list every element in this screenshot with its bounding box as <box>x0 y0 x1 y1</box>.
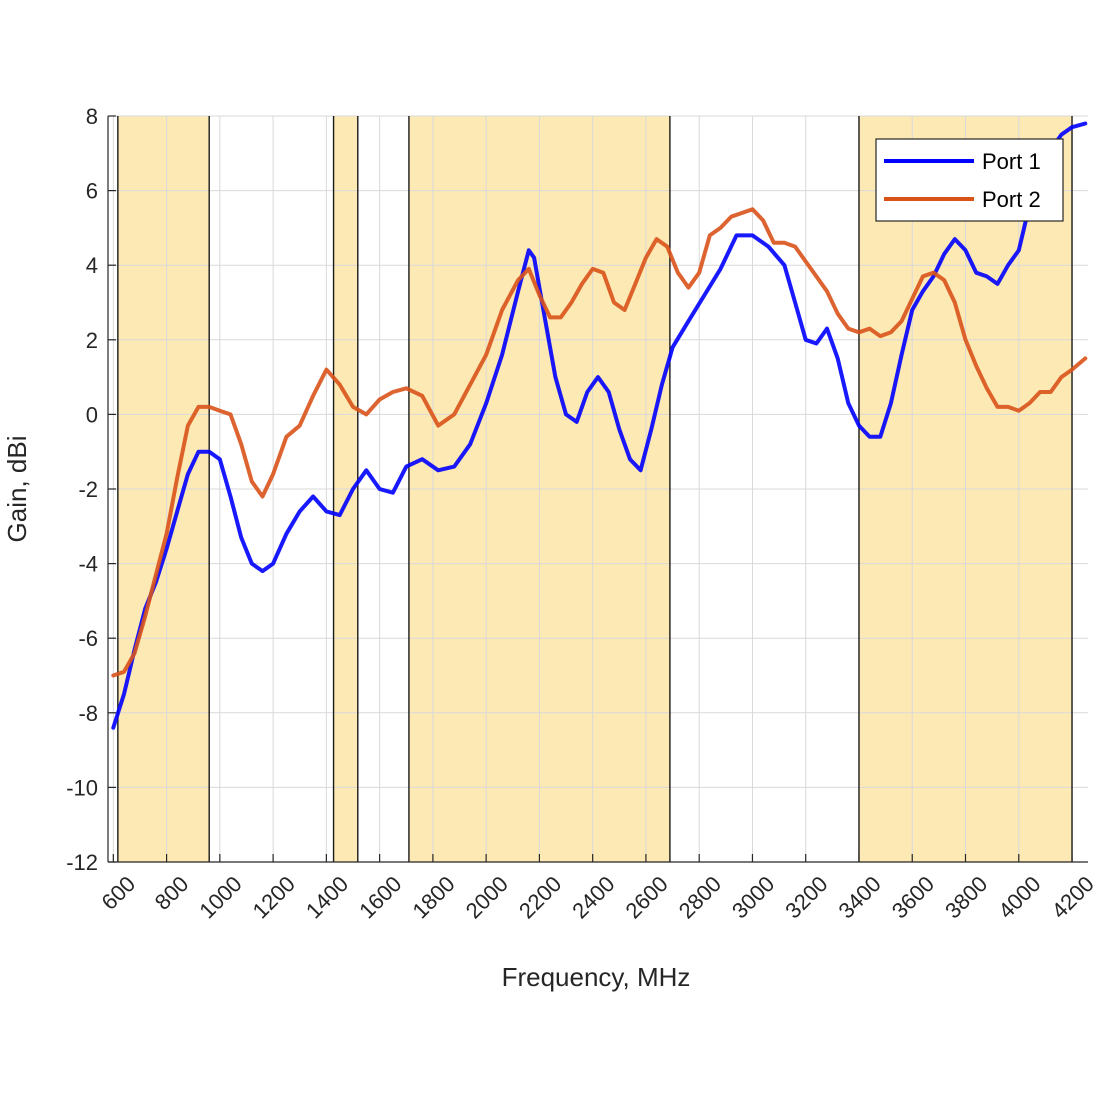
x-axis-label: Frequency, MHz <box>502 962 691 992</box>
series-line-port-2 <box>111 207 1088 678</box>
y-tick-label: 2 <box>86 328 98 353</box>
y-tick-label: 0 <box>86 402 98 427</box>
axes <box>107 115 1088 863</box>
y-tick-label: -2 <box>78 477 98 502</box>
legend-label: Port 1 <box>982 149 1041 174</box>
y-tick-label: 8 <box>86 104 98 129</box>
y-tick-label: -8 <box>78 701 98 726</box>
band-edge-lines <box>117 116 1073 862</box>
legend-label: Port 2 <box>982 187 1041 212</box>
data-series <box>111 121 1088 730</box>
y-axis-label: Gain, dBi <box>2 436 32 543</box>
y-tick-label: -10 <box>66 775 98 800</box>
series-line-port-1 <box>111 121 1088 730</box>
y-tick-label: -6 <box>78 626 98 651</box>
legend-box <box>875 138 1064 222</box>
legend: Port 1 Port 2 <box>875 138 1064 222</box>
y-tick-label: -12 <box>66 850 98 875</box>
y-tick-label: -4 <box>78 552 98 577</box>
y-tick-label: 6 <box>86 179 98 204</box>
y-tick-labels: -12 -10 -8 -6 -4 -2 0 2 4 6 8 <box>66 104 98 875</box>
y-tick-label: 4 <box>86 253 98 278</box>
